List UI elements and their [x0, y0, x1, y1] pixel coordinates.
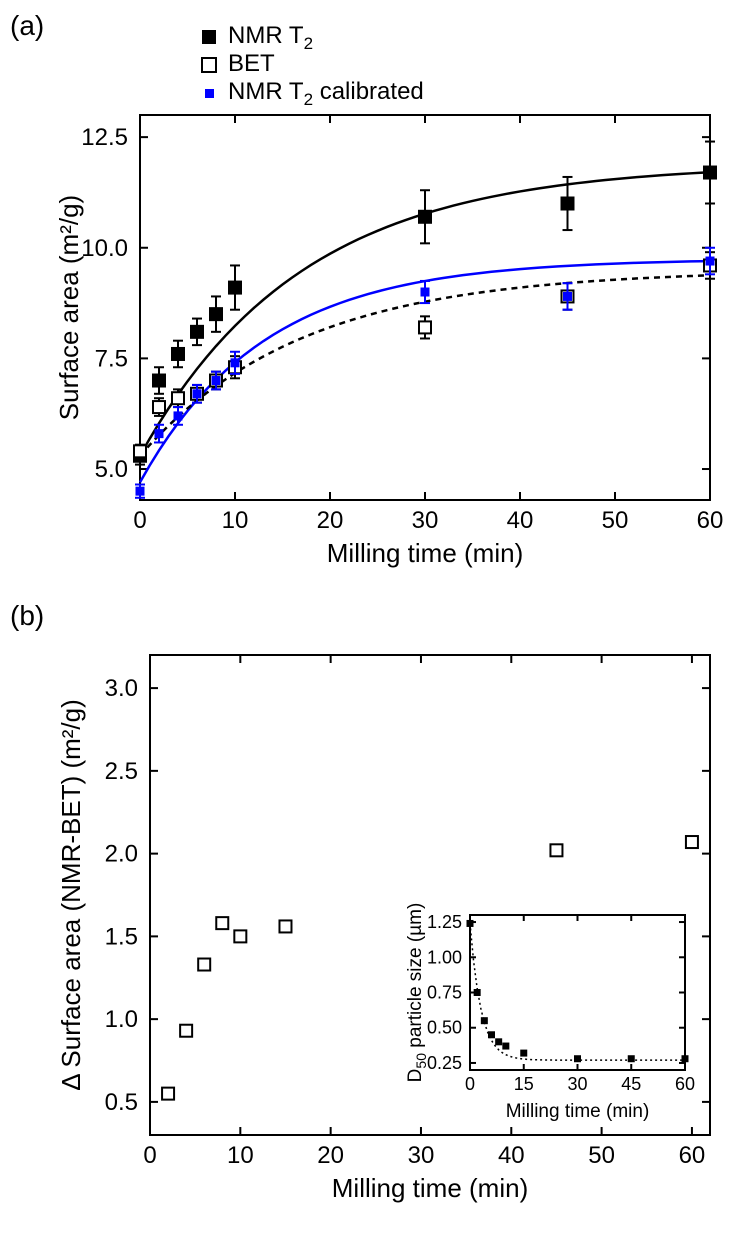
svg-text:30: 30 — [567, 1074, 587, 1094]
svg-text:2.5: 2.5 — [105, 758, 138, 785]
svg-text:60: 60 — [679, 1142, 706, 1169]
svg-text:50: 50 — [602, 507, 629, 534]
svg-text:Milling time (min): Milling time (min) — [332, 1173, 528, 1203]
svg-text:12.5: 12.5 — [81, 124, 128, 151]
svg-text:1.0: 1.0 — [105, 1006, 138, 1033]
svg-text:3.0: 3.0 — [105, 675, 138, 702]
svg-text:30: 30 — [412, 507, 439, 534]
svg-text:40: 40 — [498, 1142, 525, 1169]
svg-text:1.5: 1.5 — [105, 923, 138, 950]
svg-text:D50 particle size (µm): D50 particle size (µm) — [405, 903, 429, 1083]
svg-text:Milling time (min): Milling time (min) — [506, 1101, 650, 1122]
svg-text:2.0: 2.0 — [105, 841, 138, 868]
svg-text:20: 20 — [317, 507, 344, 534]
svg-text:0.25: 0.25 — [427, 1053, 462, 1073]
svg-text:60: 60 — [675, 1074, 695, 1094]
svg-text:7.5: 7.5 — [95, 345, 128, 372]
svg-text:NMR T2: NMR T2 — [228, 22, 313, 53]
panel-b-chart: 0 10 20 30 40 50 60 0.5 1.0 1.5 2.0 2.5 3.0 Milling t… — [50, 615, 730, 1215]
svg-text:45: 45 — [621, 1074, 641, 1094]
svg-text:1.25: 1.25 — [427, 912, 462, 932]
svg-text:0: 0 — [133, 507, 146, 534]
svg-text:Δ Surface area (NMR-BET) (m²/g: Δ Surface area (NMR-BET) (m²/g) — [56, 699, 86, 1091]
svg-text:5.0: 5.0 — [95, 456, 128, 483]
svg-text:BET: BET — [228, 50, 275, 77]
svg-text:10: 10 — [227, 1142, 254, 1169]
svg-text:30: 30 — [408, 1142, 435, 1169]
svg-text:0.5: 0.5 — [105, 1089, 138, 1116]
svg-text:0: 0 — [143, 1142, 156, 1169]
svg-text:1.00: 1.00 — [427, 947, 462, 967]
svg-text:0.50: 0.50 — [427, 1018, 462, 1038]
svg-text:40: 40 — [507, 507, 534, 534]
svg-text:60: 60 — [697, 507, 724, 534]
svg-text:0: 0 — [465, 1074, 475, 1094]
panel-b-label: (b) — [10, 600, 44, 632]
svg-text:Milling time (min): Milling time (min) — [327, 538, 523, 568]
svg-text:10.0: 10.0 — [81, 235, 128, 262]
svg-text:20: 20 — [317, 1142, 344, 1169]
panel-a-chart: 0 10 20 30 40 50 60 5.0 7.5 10.0 12.5 Milling time … — [50, 20, 730, 580]
svg-text:15: 15 — [514, 1074, 534, 1094]
svg-text:50: 50 — [588, 1142, 615, 1169]
svg-text:Surface area (m²/g): Surface area (m²/g) — [54, 195, 84, 420]
svg-text:NMR T2 calibrated: NMR T2 calibrated — [228, 78, 424, 109]
panel-a-label: (a) — [10, 10, 44, 42]
svg-text:0.75: 0.75 — [427, 983, 462, 1003]
svg-text:10: 10 — [222, 507, 249, 534]
